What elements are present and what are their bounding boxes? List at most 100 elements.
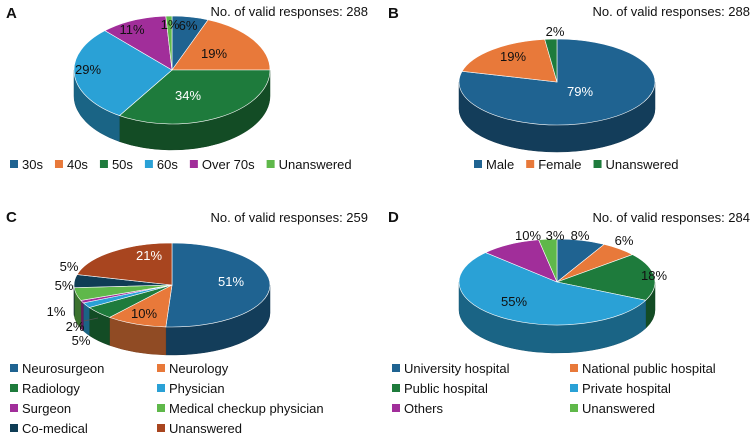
slice-unanswered: [165, 15, 173, 71]
data-label-male: 79%: [567, 84, 593, 99]
legend-label-unanswered: Unanswered: [169, 421, 242, 436]
data-label-others: 10%: [515, 228, 541, 243]
legend-d: University hospital National public hospi…: [392, 361, 716, 416]
legend-label-physician: Physician: [169, 381, 225, 396]
legend-swatch-co-medical: [10, 424, 18, 432]
panel-a: A No. of valid responses: 288 6%19% 34% 29…: [6, 4, 368, 172]
pie-depth: [73, 284, 271, 356]
data-label-40s: 19%: [201, 46, 227, 61]
legend-label-60s: 60s: [157, 157, 178, 172]
slice-unanswered: [544, 38, 558, 83]
pie-b: 79% 19% 2%: [458, 24, 656, 153]
data-label-university-hospital: 8%: [571, 228, 590, 243]
slice-neurosurgeon: [165, 242, 271, 328]
panel-b: B No. of valid responses: 288 79% 19% 2% M…: [388, 4, 750, 172]
panel-d: D No. of valid responses: 284 8% 6% 18% 55%…: [388, 209, 750, 416]
valid-responses-d: No. of valid responses: 284: [592, 210, 750, 225]
legend-swatch-unanswered: [593, 160, 602, 168]
legend-swatch-unanswered: [157, 424, 165, 432]
data-label-unanswered: 1%: [161, 17, 180, 32]
legend-swatch-surgeon: [10, 404, 18, 412]
data-label-unanswered: 3%: [546, 228, 565, 243]
legend-label-surgeon: Surgeon: [22, 401, 71, 416]
legend-c: Neurosurgeon Neurology Radiology Physician S…: [10, 361, 324, 436]
legend-label-neurology: Neurology: [169, 361, 229, 376]
legend-label-unanswered: Unanswered: [582, 401, 655, 416]
data-label-female: 19%: [500, 49, 526, 64]
data-label-surgeon: 1%: [47, 304, 66, 319]
data-label-over-70s: 11%: [119, 22, 144, 37]
legend-swatch-neurology: [157, 364, 165, 372]
legend-swatch-40s: [54, 160, 63, 168]
legend-swatch-private-hospital: [570, 384, 578, 392]
panel-label-b: B: [388, 5, 399, 22]
panel-label-a: A: [6, 5, 17, 22]
slice-private-hospital: [458, 252, 647, 326]
data-label-private-hospital: 55%: [501, 294, 527, 309]
legend-swatch-medical-checkup-physician: [157, 404, 165, 412]
legend-swatch-male: [474, 160, 482, 168]
legend-b: Male Female Unanswered: [474, 157, 679, 172]
data-label-neurology: 10%: [131, 306, 157, 321]
slice-male: [458, 38, 656, 126]
legend-label-female: Female: [538, 157, 581, 172]
legend-label-co-medical: Co-medical: [22, 421, 88, 436]
legend-swatch-female: [526, 160, 535, 168]
data-label-unanswered: 21%: [136, 248, 162, 263]
legend-a: 30s 40s 50s 60s Over 70s Unanswered: [10, 157, 352, 172]
data-label-neurosurgeon: 51%: [218, 274, 244, 289]
legend-label-private-hospital: Private hospital: [582, 381, 671, 396]
legend-label-public-hospital: Public hospital: [404, 381, 488, 396]
legend-label-unanswered: Unanswered: [606, 157, 679, 172]
data-label-national-public-hospital: 6%: [615, 233, 634, 248]
pie-c: 51%10%5%2%1%5%5%21%: [47, 242, 271, 356]
slice-60s: [73, 30, 173, 116]
panel-label-c: C: [6, 209, 17, 226]
leader-line: [83, 317, 99, 322]
legend-label-medical-checkup-physician: Medical checkup physician: [169, 401, 324, 416]
slice-female: [461, 39, 558, 83]
legend-label-radiology: Radiology: [22, 381, 80, 396]
legend-label-neurosurgeon: Neurosurgeon: [22, 361, 104, 376]
legend-label-50s: 50s: [112, 157, 133, 172]
legend-swatch-national-public-hospital: [570, 364, 578, 372]
slice-public-hospital: [555, 254, 656, 301]
pie-d: 8% 6% 18% 55% 10% 3%: [458, 228, 667, 354]
legend-label-national-public-hospital: National public hospital: [582, 361, 716, 376]
data-label-unanswered: 2%: [546, 24, 565, 39]
legend-label-40s: 40s: [67, 157, 88, 172]
pie-a: 6%19% 34% 29% 11% 1%: [73, 15, 271, 151]
valid-responses-c: No. of valid responses: 259: [210, 210, 368, 225]
slice-40s: [171, 19, 271, 71]
legend-label-university-hospital: University hospital: [404, 361, 510, 376]
legend-swatch-public-hospital: [392, 384, 400, 392]
data-label-radiology: 5%: [72, 333, 91, 348]
valid-responses-a: No. of valid responses: 288: [210, 4, 368, 19]
legend-label-over-70s: Over 70s: [202, 157, 255, 172]
slice-unanswered: [538, 238, 558, 283]
data-label-30s: 6%: [179, 18, 198, 33]
data-label-physician: 2%: [66, 319, 85, 334]
legend-label-30s: 30s: [22, 157, 43, 172]
data-label-co-medical: 5%: [60, 259, 79, 274]
data-label-medical-checkup-physician: 5%: [55, 278, 74, 293]
legend-swatch-radiology: [10, 384, 18, 392]
legend-swatch-physician: [157, 384, 165, 392]
legend-swatch-university-hospital: [392, 364, 400, 372]
legend-swatch-others: [392, 404, 400, 412]
legend-swatch-50s: [99, 160, 108, 168]
slice-over-70s: [104, 15, 173, 71]
data-label-50s: 34%: [175, 88, 201, 103]
legend-label-unanswered: Unanswered: [279, 157, 352, 172]
data-label-public-hospital: 18%: [641, 268, 667, 283]
legend-label-others: Others: [404, 401, 444, 416]
legend-swatch-60s: [144, 160, 153, 168]
slice-50s: [118, 69, 271, 125]
legend-swatch-unanswered: [266, 160, 275, 168]
panel-c: C No. of valid responses: 259 51%10%5%2%…: [6, 209, 368, 436]
valid-responses-b: No. of valid responses: 288: [592, 4, 750, 19]
legend-swatch-30s: [10, 160, 18, 168]
legend-swatch-over-70s: [189, 160, 198, 168]
panel-label-d: D: [388, 209, 399, 226]
